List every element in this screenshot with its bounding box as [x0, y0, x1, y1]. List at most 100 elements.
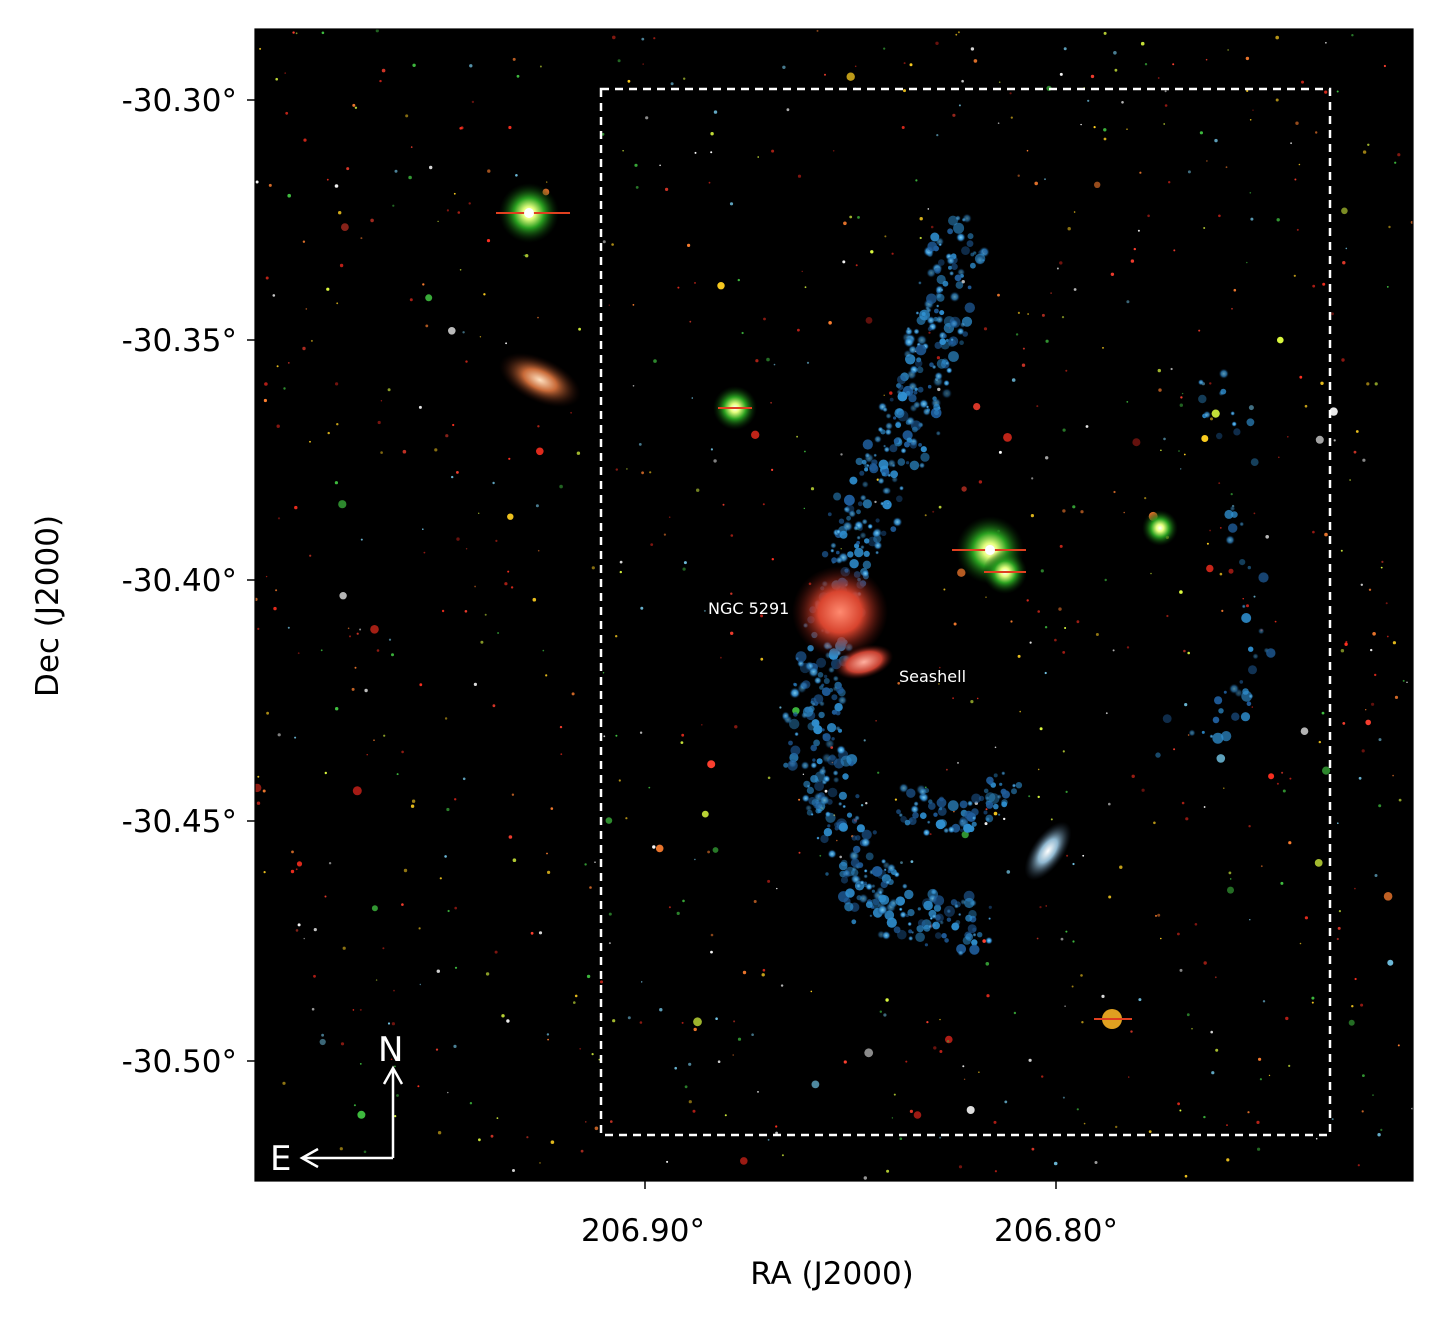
- star: [366, 754, 368, 756]
- star: [1173, 748, 1176, 751]
- star: [1036, 937, 1039, 940]
- filament-knot: [914, 387, 918, 391]
- star: [309, 440, 311, 443]
- star: [276, 365, 279, 368]
- filament-knot: [912, 401, 921, 409]
- star: [419, 983, 421, 986]
- star: [641, 471, 644, 475]
- star: [379, 79, 382, 83]
- filament-knot: [819, 794, 830, 806]
- star: [674, 1066, 677, 1070]
- filament-knot: [863, 883, 868, 888]
- star: [957, 31, 960, 34]
- star: [409, 298, 413, 302]
- star: [485, 972, 490, 976]
- star: [263, 398, 267, 403]
- star: [1329, 407, 1338, 416]
- star: [993, 1120, 997, 1124]
- filament-knot: [920, 452, 930, 462]
- star: [737, 278, 740, 282]
- star: [740, 1157, 748, 1165]
- star: [1290, 142, 1292, 145]
- star: [1365, 709, 1367, 711]
- filament-knot: [837, 695, 847, 705]
- star: [973, 403, 981, 411]
- star: [771, 149, 775, 153]
- star: [1361, 1110, 1364, 1113]
- filament-knot: [967, 825, 975, 833]
- star: [1351, 34, 1354, 37]
- star: [1315, 1137, 1318, 1140]
- filament-knot: [985, 792, 996, 803]
- x-tick-label: 206.90°: [581, 1213, 705, 1249]
- star: [1044, 178, 1046, 181]
- star: [339, 263, 344, 268]
- star: [1341, 207, 1348, 215]
- filament-knot: [942, 280, 949, 287]
- star: [1277, 336, 1284, 344]
- star: [1386, 635, 1389, 638]
- star: [857, 216, 860, 219]
- filament-knot: [831, 557, 837, 564]
- star: [1003, 433, 1012, 442]
- star: [1104, 578, 1107, 582]
- star: [1324, 90, 1328, 94]
- star: [492, 704, 496, 708]
- star: [1094, 1161, 1098, 1164]
- filament-knot: [859, 531, 867, 540]
- filament-knot: [934, 308, 939, 314]
- star: [353, 1104, 356, 1107]
- star: [1009, 92, 1012, 95]
- filament-knot: [842, 870, 851, 878]
- star: [682, 899, 685, 903]
- star: [1181, 392, 1184, 395]
- filament-knot: [953, 903, 960, 909]
- star: [1385, 602, 1388, 605]
- star: [1028, 795, 1031, 798]
- star: [1157, 77, 1160, 79]
- filament-knot: [836, 745, 846, 755]
- star: [710, 151, 713, 154]
- filament-knot: [838, 518, 845, 524]
- filament-knot: [897, 384, 904, 391]
- star: [1362, 1074, 1365, 1077]
- filament-knot: [908, 345, 918, 355]
- filament-knot: [817, 672, 824, 678]
- star: [804, 450, 806, 453]
- filament-knot: [873, 435, 882, 444]
- star: [755, 359, 759, 363]
- filament-knot: [838, 822, 849, 832]
- star: [997, 122, 1000, 124]
- filament-knot: [922, 828, 931, 837]
- filament-knot: [886, 917, 897, 928]
- star: [781, 1154, 784, 1157]
- star: [1173, 249, 1176, 252]
- star: [284, 72, 287, 74]
- star: [1206, 542, 1209, 545]
- star: [257, 775, 260, 778]
- star: [1206, 564, 1214, 573]
- star: [453, 1044, 457, 1048]
- star: [615, 635, 618, 638]
- star: [1394, 695, 1399, 700]
- star: [336, 423, 339, 426]
- star: [1265, 535, 1269, 539]
- filament-knot: [983, 249, 988, 254]
- filament-knot: [938, 807, 943, 811]
- star: [403, 868, 408, 873]
- star: [547, 1038, 549, 1041]
- star: [453, 192, 456, 195]
- filament-knot: [925, 305, 930, 311]
- star: [1160, 937, 1162, 940]
- star: [602, 240, 606, 244]
- filament-knot: [818, 711, 825, 719]
- star: [574, 994, 578, 998]
- filament-knot: [955, 215, 961, 222]
- star: [1168, 181, 1171, 184]
- star: [1062, 750, 1065, 753]
- filament-knot: [967, 285, 972, 290]
- star: [1062, 428, 1066, 432]
- star: [459, 127, 463, 130]
- star: [1064, 627, 1067, 629]
- star: [1386, 286, 1389, 288]
